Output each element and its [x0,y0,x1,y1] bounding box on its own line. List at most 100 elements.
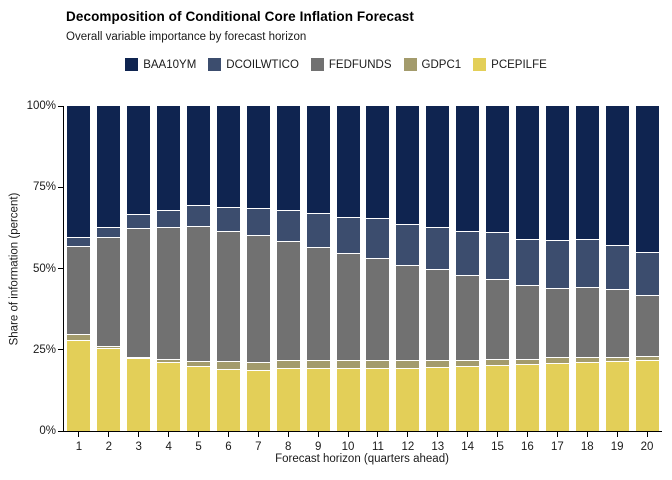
x-axis-tick-label: 13 [431,441,445,453]
bar-segment-baa10ym [187,106,211,206]
bar-segment-pcepilfe [157,362,181,431]
bar-segment-pcepilfe [545,362,569,431]
bar-segment-dcoilwtico [486,232,510,279]
bar-segment-gdpc1 [426,360,450,367]
bar-segment-pcepilfe [306,367,330,431]
gdpc1-swatch-icon [403,58,417,71]
x-axis-tick [437,432,439,437]
x-axis-tick [526,432,528,437]
bar-segment-baa10ym [366,106,390,218]
bar-segment-pcepilfe [396,367,420,431]
bar-segment-baa10ym [157,106,181,211]
bar-segment-fedfunds [456,275,480,361]
bar-segment-fedfunds [97,236,121,346]
x-axis-tick-label: 8 [285,441,292,453]
x-axis-tick [317,432,319,437]
stacked-bar-h7 [246,106,270,431]
x-axis-tick [108,432,110,437]
bar-segment-pcepilfe [456,366,480,431]
bar-segment-fedfunds [486,278,510,359]
bar-segment-dcoilwtico [545,240,569,288]
bar-segment-fedfunds [187,225,211,362]
stacked-bar-h13 [426,106,450,431]
bar-segment-dcoilwtico [366,217,390,258]
x-axis-tick [556,432,558,437]
bar-segment-pcepilfe [187,366,211,431]
stacked-bar-h8 [276,106,300,431]
bar-segment-fedfunds [336,252,360,361]
legend-label: DCOILWTICO [226,58,299,71]
bar-segment-pcepilfe [486,364,510,431]
bar-segment-fedfunds [605,289,629,358]
bar-segment-dcoilwtico [276,210,300,242]
stacked-bar-h10 [336,106,360,431]
bar-segment-pcepilfe [97,348,121,431]
fedfunds-swatch-icon [310,58,324,71]
bar-segment-baa10ym [276,106,300,211]
legend-item-baa10ym: BAA10YM [125,58,196,71]
bar-segment-gdpc1 [306,360,330,368]
x-axis-tick [377,432,379,437]
legend-label: FEDFUNDS [328,58,392,71]
bar-segment-pcepilfe [216,368,240,431]
x-axis-tick [138,432,140,437]
bar-segment-gdpc1 [97,345,121,349]
bar-segment-fedfunds [127,228,151,357]
bar-segment-baa10ym [515,106,539,239]
y-axis-tick [58,430,63,432]
stacked-bar-h15 [486,106,510,431]
chart-title: Decomposition of Conditional Core Inflat… [66,9,414,24]
x-axis-tick-label: 15 [491,441,504,453]
stacked-bar-h6 [216,106,240,431]
x-axis-tick [347,432,349,437]
bar-segment-baa10ym [426,106,450,228]
bar-segment-fedfunds [635,294,659,357]
bar-segment-gdpc1 [366,360,390,368]
legend-label: BAA10YM [143,58,197,71]
bar-segment-fedfunds [246,235,270,363]
bar-segment-gdpc1 [605,357,629,362]
stacked-bar-h17 [545,106,569,431]
bar-segment-dcoilwtico [575,239,599,288]
bar-segment-baa10ym [246,106,270,208]
x-axis-tick-label: 5 [195,441,202,453]
x-axis-tick [257,432,259,437]
bar-segment-baa10ym [127,106,151,214]
y-axis-tick-label: 0% [39,425,56,437]
bar-segment-dcoilwtico [97,227,121,237]
x-axis-tick-label: 19 [610,441,624,453]
stacked-bar-h5 [187,106,211,431]
bar-segment-pcepilfe [336,367,360,431]
bar-segment-dcoilwtico [336,217,360,253]
bar-segment-dcoilwtico [127,213,151,229]
bar-segment-pcepilfe [635,360,659,431]
bar-segment-dcoilwtico [515,238,539,286]
bar-segment-gdpc1 [486,358,510,365]
bar-segment-baa10ym [216,106,240,207]
y-axis-tick-label: 75% [32,181,56,194]
x-axis-tick [586,432,588,437]
bar-segment-baa10ym [97,106,121,228]
bar-segment-dcoilwtico [306,213,330,248]
bar-segment-gdpc1 [216,361,240,369]
bar-segment-gdpc1 [575,357,599,362]
bar-segment-dcoilwtico [216,206,240,232]
y-axis-tick-label: 100% [26,100,56,112]
bar-segment-fedfunds [216,231,240,362]
legend-item-dcoilwtico: DCOILWTICO [208,58,299,71]
x-axis-tick-label: 14 [461,441,475,453]
bar-segment-baa10ym [635,106,659,253]
x-axis-tick [78,432,80,437]
bar-segment-dcoilwtico [426,227,450,269]
stacked-bar-h20 [635,106,659,431]
bar-segment-baa10ym [67,106,91,237]
dcoilwtico-swatch-icon [208,58,222,71]
bar-segment-gdpc1 [545,357,569,363]
bar-segment-dcoilwtico [396,224,420,265]
bar-segment-gdpc1 [635,356,659,361]
bar-segment-gdpc1 [515,358,539,364]
bar-segment-baa10ym [605,106,629,246]
y-axis-tick-label: 50% [32,262,56,275]
x-axis-tick-label: 17 [550,441,564,453]
x-axis-tick-label: 10 [341,441,355,453]
